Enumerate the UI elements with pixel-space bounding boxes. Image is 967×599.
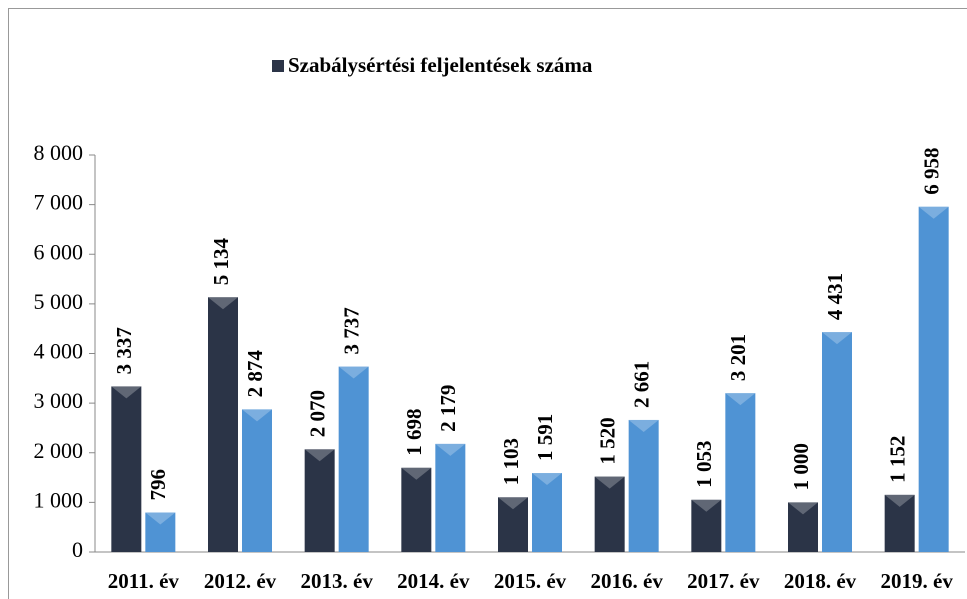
value-label: 3 337 [112,327,136,374]
bar-bevel [884,494,915,507]
bar [338,366,369,552]
bar [111,386,142,552]
x-tick-label: 2014. év [397,569,470,593]
x-tick-label: 2018. év [784,569,857,593]
bar-bevel [691,499,722,512]
value-label: 1 053 [692,440,716,487]
x-tick-label: 2016. év [591,569,664,593]
value-label: 1 103 [499,438,523,485]
value-label: 3 201 [726,334,750,381]
x-tick-label: 2013. év [301,569,374,593]
y-tick-label: 0 [72,537,83,562]
y-tick-label: 8 000 [34,140,84,165]
x-tick-label: 2011. év [108,569,180,593]
bar-bevel [498,497,528,510]
value-label: 6 958 [919,147,943,194]
bar-bevel [788,502,818,515]
bar [304,449,335,552]
value-label: 1 152 [885,436,909,483]
bar [594,476,625,552]
bar-bevel [338,366,369,379]
value-label: 3 737 [339,307,363,354]
y-tick-label: 1 000 [34,487,84,512]
x-tick-label: 2012. év [204,569,277,593]
y-tick-label: 6 000 [34,239,84,264]
value-label: 1 591 [533,414,557,461]
bar-bevel [532,473,562,486]
value-label: 2 874 [243,350,267,398]
value-label: 2 070 [305,390,329,437]
y-tick-label: 7 000 [34,190,84,215]
bar [498,497,528,552]
bar [725,393,756,552]
value-label: 5 134 [209,237,233,285]
value-label: 1 698 [402,408,426,455]
x-tick-label: 2015. év [494,569,567,593]
legend-label: Szabálysértési feljelentések száma [288,53,593,77]
bar-bevel [304,449,335,462]
bar-bevel [401,467,432,480]
value-label: 796 [146,469,170,501]
bar-bevel [242,409,272,422]
bar-bevel [822,332,852,345]
bar-bevel [628,419,659,432]
y-tick-label: 3 000 [34,388,84,413]
bar-bevel [594,476,625,489]
bar [822,332,852,552]
x-tick-label: 2019. év [881,569,954,593]
value-label: 1 520 [595,417,619,464]
bar [788,502,818,552]
y-tick-label: 2 000 [34,438,84,463]
y-tick-label: 4 000 [34,339,84,364]
value-label: 4 431 [823,273,847,320]
bar [208,297,238,552]
bar [691,499,722,552]
bar-bevel [111,386,142,399]
bar [435,443,466,552]
bar-bevel [435,443,466,456]
bar-bevel [208,297,238,310]
bar [145,512,176,552]
bar-bevel [145,512,176,525]
bar [242,409,272,552]
bar [401,467,432,552]
bar [628,419,659,552]
legend-swatch [272,60,284,72]
value-label: 2 179 [436,385,460,432]
chart-border [8,8,967,599]
value-label: 1 000 [789,443,813,490]
value-label: 2 661 [629,361,653,408]
y-tick-label: 5 000 [34,289,84,314]
bar-bevel [725,393,756,406]
bar [918,206,949,553]
bar [532,473,562,552]
bar-bevel [918,206,949,219]
x-tick-label: 2017. év [687,569,760,593]
bar [884,494,915,552]
